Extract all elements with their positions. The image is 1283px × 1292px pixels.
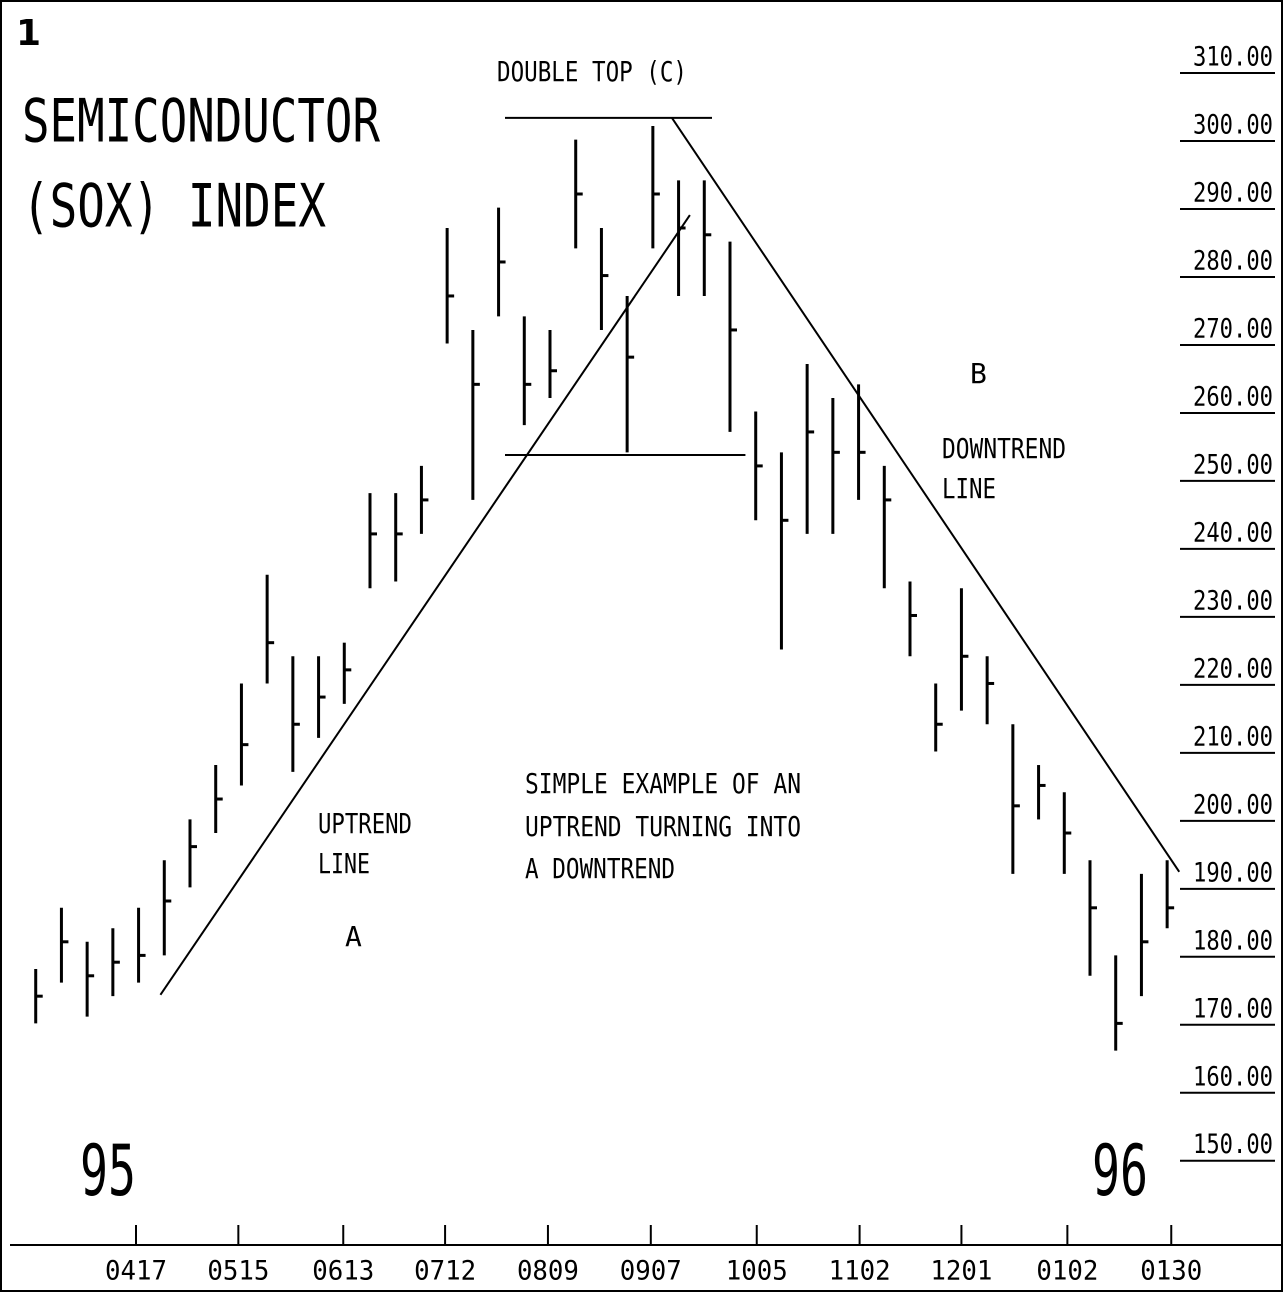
y-tick-label: 260.00 [1193,381,1273,412]
chart-title: SEMICONDUCTOR [22,87,381,157]
y-tick-label: 150.00 [1193,1129,1273,1160]
y-tick-label: 200.00 [1193,789,1273,820]
y-tick-label: 230.00 [1193,585,1273,616]
y-tick-label: 190.00 [1193,857,1273,888]
annotation: DOWNTREND [942,432,1066,465]
y-tick-label: 220.00 [1193,653,1273,684]
y-tick-label: 300.00 [1193,110,1273,141]
annotation: LINE [942,472,996,505]
annotation: UPTREND TURNING INTO [525,810,801,843]
y-tick-label: 250.00 [1193,449,1273,480]
figure-number: 1 [16,13,41,54]
y-tick-label: 170.00 [1193,993,1273,1024]
x-tick-label: 1005 [726,1256,788,1287]
x-tick-label: 0130 [1140,1256,1202,1287]
x-tick-label: 0712 [414,1256,476,1287]
x-tick-label: 0907 [620,1256,682,1287]
annotation: A [345,920,362,953]
annotation: LINE [318,847,370,880]
trend-line [159,214,691,996]
y-tick-label: 210.00 [1193,721,1273,752]
y-tick-label: 240.00 [1193,517,1273,548]
x-tick-label: 1102 [829,1256,891,1287]
x-tick-label: 0809 [517,1256,579,1287]
annotation: UPTREND [318,807,412,840]
year-label: 95 [80,1130,136,1212]
trend-line [671,117,1181,873]
x-tick-label: 0102 [1036,1256,1098,1287]
chart-title: (SOX) INDEX [22,172,326,242]
y-tick-label: 270.00 [1193,313,1273,344]
y-tick-label: 290.00 [1193,177,1273,208]
annotation: DOUBLE TOP (C) [497,55,687,88]
y-tick-label: 180.00 [1193,925,1273,956]
x-tick-label: 0417 [105,1256,167,1287]
x-tick-label: 1201 [930,1256,992,1287]
y-tick-label: 310.00 [1193,42,1273,73]
x-tick-label: 0515 [207,1256,269,1287]
year-label: 96 [1092,1130,1148,1212]
y-tick-label: 160.00 [1193,1061,1273,1092]
y-tick-label: 280.00 [1193,245,1273,276]
annotation: A DOWNTREND [525,852,675,885]
x-tick-label: 0613 [312,1256,374,1287]
annotation: SIMPLE EXAMPLE OF AN [525,767,801,800]
annotation: B [970,357,987,390]
